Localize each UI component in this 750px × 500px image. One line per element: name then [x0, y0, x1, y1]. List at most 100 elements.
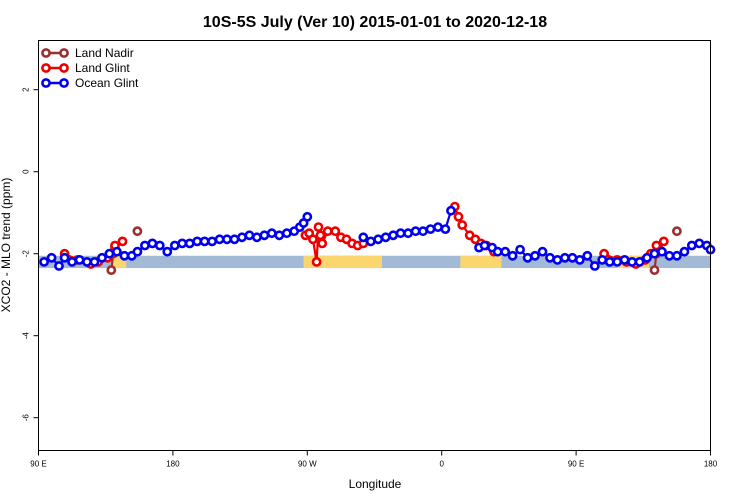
- legend-label-1: Land Glint: [75, 61, 130, 75]
- x-tick-label-5: 180: [704, 460, 718, 469]
- data-point-0-3-0: [672, 226, 682, 237]
- data-point-1-1-6: [317, 238, 328, 249]
- legend-item-2: Ocean Glint: [41, 76, 139, 90]
- data-point-2-2-3: [492, 246, 503, 257]
- data-point-2-0-31: [266, 228, 277, 239]
- data-point-2-1-3: [380, 232, 391, 243]
- chart-title: 10S-5S July (Ver 10) 2015-01-01 to 2020-…: [203, 14, 547, 31]
- data-point-2-2-29: [686, 240, 697, 251]
- y-axis-label: XCO2 - MLO trend (ppm): [0, 178, 13, 313]
- legend-item-1: Land Glint: [41, 61, 130, 75]
- data-point-2-2-25: [657, 246, 667, 257]
- data-point-2-0-33: [281, 228, 292, 239]
- data-point-2-0-32: [274, 230, 285, 241]
- data-point-2-2-23: [642, 252, 652, 263]
- data-point-2-2-18: [604, 256, 615, 267]
- data-point-2-2-28: [679, 246, 690, 257]
- legend-marker-left-2: [41, 78, 51, 88]
- data-point-1-1-7: [322, 226, 333, 237]
- data-point-0-2-0: [649, 265, 660, 275]
- x-tick-label-1: 180: [166, 460, 180, 469]
- data-point-1-3-7: [658, 236, 669, 247]
- data-point-2-1-5: [395, 228, 406, 239]
- data-point-2-2-14: [574, 254, 585, 265]
- data-point-2-2-7: [522, 252, 533, 263]
- data-point-2-2-21: [627, 256, 637, 267]
- data-point-2-0-13: [132, 246, 143, 257]
- x-axis: 90 E 180 90 W 0 90 E 180: [30, 450, 718, 469]
- y-tick-label-2: -2: [22, 250, 31, 258]
- legend-marker-right-0: [59, 48, 69, 58]
- data-point-1-1-4: [313, 222, 324, 232]
- x-tick-label-0: 90 E: [30, 460, 46, 469]
- data-point-2-0-14: [139, 240, 150, 251]
- data-point-2-0-7: [89, 256, 100, 267]
- data-point-0-0-0: [106, 265, 117, 275]
- data-point-1-2-2: [457, 220, 468, 230]
- data-point-2-2-20: [619, 254, 630, 265]
- data-point-2-1-11: [440, 224, 451, 234]
- data-point-2-0-8: [97, 252, 107, 263]
- data-point-2-2-22: [634, 256, 645, 267]
- data-point-2-2-19: [612, 256, 623, 267]
- legend-marker-right-1: [59, 63, 69, 73]
- data-point-1-1-8: [330, 226, 341, 237]
- data-point-2-0-0: [39, 256, 49, 267]
- data-point-2-2-9: [537, 246, 548, 257]
- data-point-2-0-26: [229, 234, 240, 245]
- data-point-2-0-9: [104, 248, 115, 259]
- data-point-2-0-25: [222, 234, 232, 245]
- y-tick-label-4: -6: [22, 414, 31, 422]
- legend-item-0: Land Nadir: [41, 46, 134, 60]
- data-point-2-1-8: [418, 226, 428, 237]
- legend-marker-left-0: [41, 48, 51, 58]
- data-point-2-0-23: [207, 236, 217, 247]
- data-point-2-2-5: [507, 250, 518, 261]
- data-point-2-1-2: [373, 234, 384, 245]
- data-point-2-0-29: [251, 232, 262, 243]
- data-point-0-1-0: [132, 226, 143, 237]
- data-point-2-2-11: [552, 254, 563, 265]
- legend-marker-left-1: [41, 63, 51, 73]
- data-point-2-0-17: [162, 246, 173, 257]
- data-point-2-1-0: [358, 232, 369, 243]
- data-point-2-0-37: [302, 211, 313, 222]
- x-tick-label-3: 0: [439, 460, 444, 469]
- data-point-2-2-30: [694, 238, 705, 249]
- data-point-2-2-24: [649, 248, 660, 259]
- data-point-2-1-6: [403, 228, 413, 239]
- data-point-2-1-10: [433, 222, 443, 232]
- land-band-1: [303, 255, 382, 269]
- data-point-2-0-16: [154, 240, 165, 251]
- data-point-1-1-3: [311, 256, 322, 267]
- data-point-2-0-3: [59, 252, 70, 263]
- data-point-2-2-26: [664, 250, 675, 261]
- y-tick-label-0: 2: [22, 87, 31, 92]
- data-point-1-1-5: [315, 230, 326, 241]
- data-point-2-0-4: [67, 256, 77, 267]
- x-tick-label-2: 90 W: [298, 460, 317, 469]
- land-band-2: [460, 255, 502, 269]
- data-point-2-0-6: [82, 256, 92, 267]
- data-point-2-2-27: [672, 250, 682, 261]
- series-group: [39, 201, 716, 275]
- legend-label-2: Ocean Glint: [75, 76, 139, 90]
- background-band: [38, 255, 711, 269]
- data-point-1-1-2: [307, 234, 318, 245]
- data-point-2-0-5: [74, 254, 85, 265]
- data-point-2-2-8: [530, 250, 540, 261]
- data-point-2-0-10: [112, 246, 122, 257]
- data-point-1-0-6: [117, 236, 128, 247]
- data-point-2-1-12: [446, 205, 456, 216]
- data-point-2-0-27: [237, 232, 247, 243]
- legend-label-0: Land Nadir: [75, 46, 134, 60]
- data-point-2-2-12: [560, 252, 570, 263]
- y-tick-label-3: -4: [22, 332, 31, 340]
- x-tick-label-4: 90 E: [568, 460, 584, 469]
- data-point-2-0-2: [54, 261, 64, 271]
- x-axis-label: Longitude: [349, 477, 402, 491]
- data-point-2-1-9: [425, 224, 436, 234]
- data-point-2-2-1: [479, 240, 490, 251]
